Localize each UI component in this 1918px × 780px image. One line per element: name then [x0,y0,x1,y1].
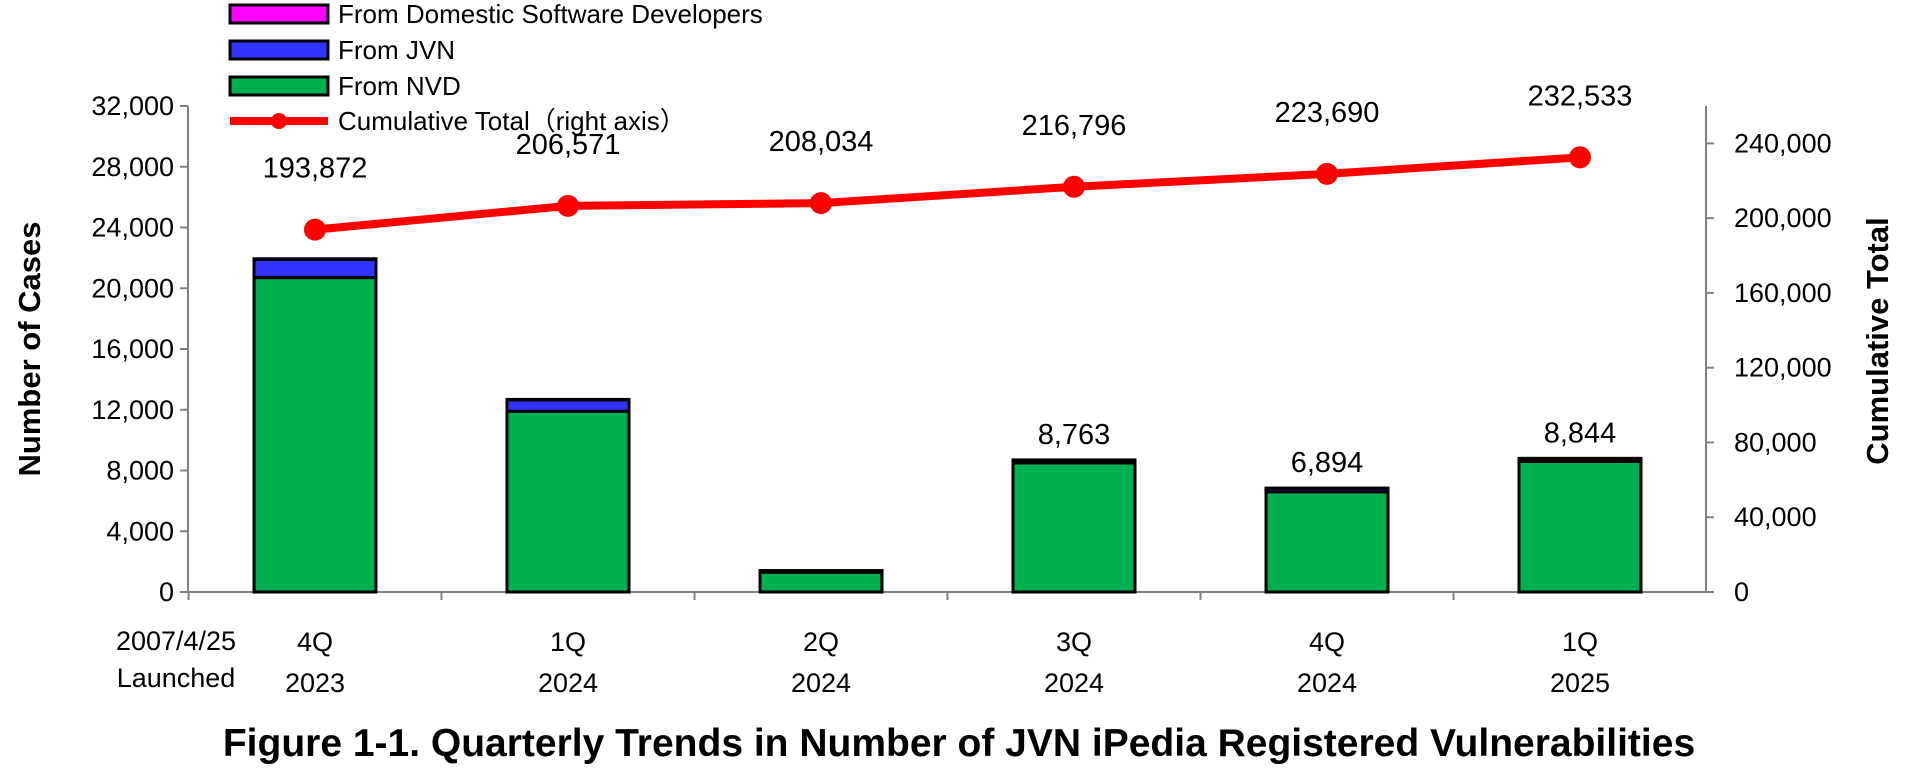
x-tick-label-quarter: 1Q [1562,627,1598,657]
cumulative-value-label: 223,690 [1275,97,1380,129]
x-tick-label-year: 2024 [791,668,851,698]
legend-label: Cumulative Total（right axis） [338,106,686,136]
y-tick-label: 16,000 [91,334,174,364]
cumulative-point [557,195,579,217]
x-tick-label-year: 2025 [1550,668,1610,698]
bar-from-nvd [1266,492,1388,592]
bar-from-jvn [254,259,376,277]
bar-from-domestic-software-developers [254,259,376,260]
legend-label: From JVN [338,35,455,65]
bar-total-label: 8,763 [1038,419,1111,451]
legend-swatch [230,41,328,59]
x-tick-label-quarter: 1Q [550,627,586,657]
bar-from-nvd [1519,461,1641,592]
launch-note-label: Launched [117,663,236,693]
x-tick-label-quarter: 2Q [803,627,839,657]
y2-tick-label: 240,000 [1734,128,1832,158]
launch-date-label: 2007/4/25 [116,626,236,656]
y-tick-label: 32,000 [91,91,174,121]
cumulative-point [810,192,832,214]
legend-label: From NVD [338,71,461,101]
y-tick-label: 24,000 [91,213,174,243]
legend-label: From Domestic Software Developers [338,0,763,29]
cumulative-value-label: 208,034 [769,126,874,158]
cumulative-value-label: 216,796 [1022,110,1127,142]
x-tick-label-quarter: 4Q [1309,627,1345,657]
cumulative-value-label: 232,533 [1528,80,1633,112]
y-tick-label: 8,000 [106,456,174,486]
bar-total-label: 8,844 [1544,417,1617,449]
cumulative-value-label: 193,872 [263,153,368,185]
x-tick-label-year: 2024 [1297,668,1357,698]
y-tick-label: 20,000 [91,273,174,303]
y-tick-label: 4,000 [106,516,174,546]
y-axis-title: Number of Cases [12,222,47,477]
bar-from-nvd [1013,463,1135,592]
y2-tick-label: 0 [1734,577,1749,607]
cumulative-point [1569,146,1591,168]
cumulative-point [304,219,326,241]
legend-swatch [230,77,328,95]
y-tick-label: 0 [159,577,174,607]
cumulative-point [1063,176,1085,198]
cumulative-point [1316,163,1338,185]
y2-tick-label: 120,000 [1734,353,1832,383]
x-tick-label-quarter: 4Q [297,627,333,657]
bar-from-nvd [507,411,629,592]
y2-tick-label: 80,000 [1734,427,1817,457]
y-tick-label: 28,000 [91,152,174,182]
bar-total-label: 6,894 [1291,447,1364,479]
cumulative-line [315,157,1580,229]
y-tick-label: 12,000 [91,395,174,425]
legend-swatch [230,5,328,23]
bar-from-nvd [760,572,882,592]
x-tick-label-year: 2023 [285,668,345,698]
y2-tick-label: 160,000 [1734,278,1832,308]
y2-tick-label: 40,000 [1734,502,1817,532]
figure-title: Figure 1-1. Quarterly Trends in Number o… [223,722,1695,765]
bar-from-jvn [507,400,629,411]
x-tick-label-year: 2024 [538,668,598,698]
x-tick-label-year: 2024 [1044,668,1104,698]
y2-axis-title: Cumulative Total [1860,217,1895,464]
bar-from-nvd [254,278,376,592]
y2-tick-label: 200,000 [1734,203,1832,233]
legend-swatch-marker [271,113,287,129]
x-tick-label-quarter: 3Q [1056,627,1092,657]
